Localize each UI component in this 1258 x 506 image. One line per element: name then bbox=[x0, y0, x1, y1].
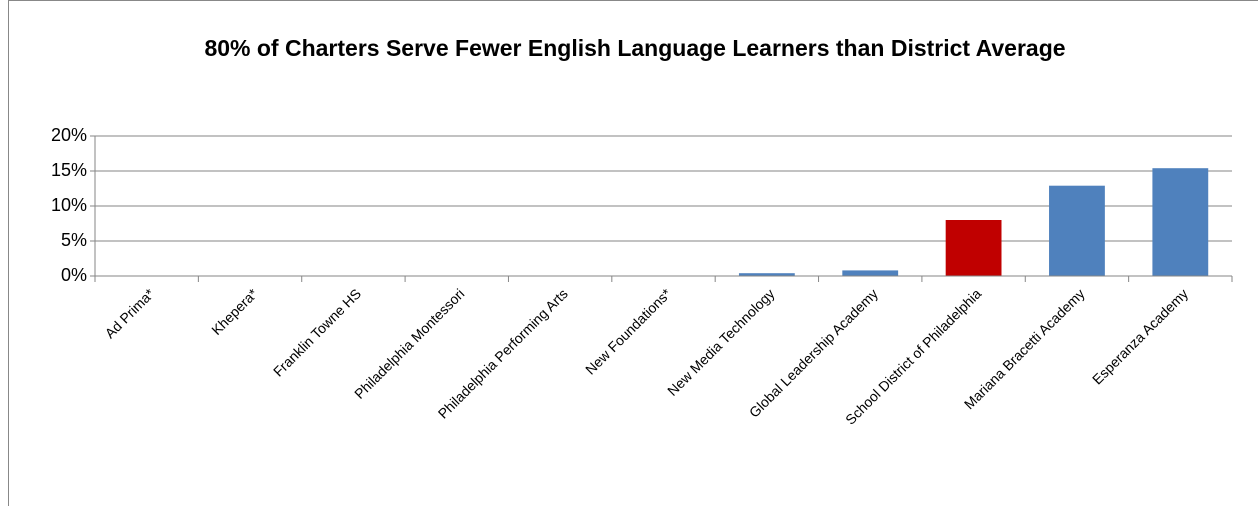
bar bbox=[738, 273, 795, 276]
bar bbox=[945, 220, 1002, 276]
y-tick-label: 20% bbox=[51, 125, 87, 145]
bar bbox=[842, 270, 899, 276]
bar bbox=[1049, 185, 1105, 276]
y-tick-label: 0% bbox=[61, 265, 87, 285]
chart-title: 80% of Charters Serve Fewer English Lang… bbox=[204, 35, 1066, 61]
y-tick-label: 10% bbox=[51, 195, 87, 215]
y-tick-label: 15% bbox=[51, 160, 87, 180]
y-tick-label: 5% bbox=[61, 230, 87, 250]
